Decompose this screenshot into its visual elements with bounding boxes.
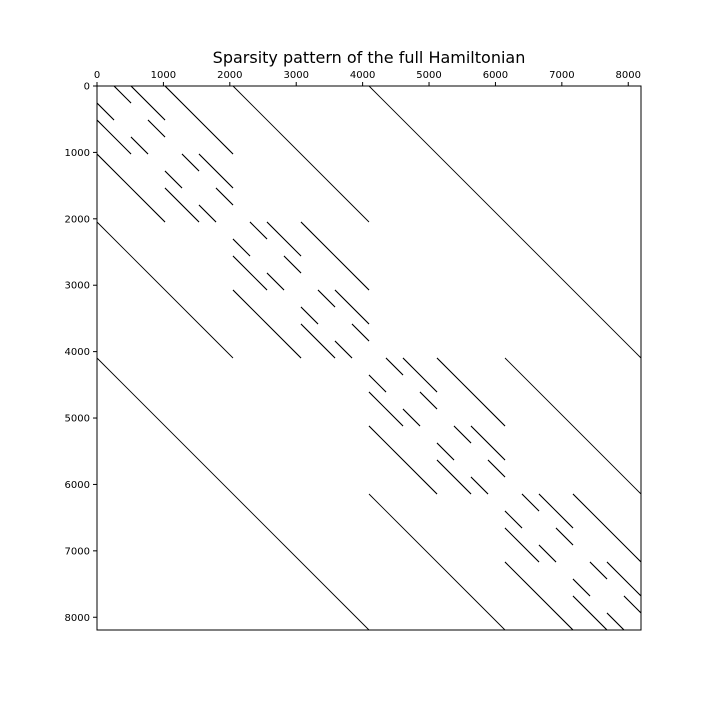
y-tick-label: 1000	[65, 148, 90, 159]
x-tick-label: 1000	[151, 70, 176, 81]
y-tick-label: 2000	[65, 214, 90, 225]
nonzero-run	[232, 255, 268, 291]
x-tick-label: 7000	[549, 70, 574, 81]
nonzero-run	[232, 238, 251, 257]
nonzero-run	[334, 340, 353, 359]
x-tick-label: 8000	[616, 70, 641, 81]
x-tick-label: 6000	[483, 70, 508, 81]
nonzero-run	[436, 357, 506, 427]
nonzero-run	[198, 153, 234, 189]
nonzero-run	[453, 425, 472, 444]
nonzero-run	[521, 493, 540, 512]
x-tick-label: 2000	[217, 70, 242, 81]
nonzero-run	[436, 442, 455, 461]
nonzero-run	[96, 357, 370, 631]
nonzero-run	[504, 561, 574, 631]
nonzero-run	[130, 85, 166, 121]
nonzero-run	[164, 170, 183, 189]
nonzero-run	[538, 544, 557, 563]
nonzero-run	[572, 595, 608, 631]
nonzero-run	[283, 255, 302, 274]
nonzero-run	[385, 357, 404, 376]
nonzero-run	[572, 578, 591, 597]
plot-frame	[96, 85, 642, 631]
nonzero-run	[606, 561, 642, 597]
nonzero-run	[113, 85, 132, 104]
nonzero-run	[266, 221, 302, 257]
nonzero-run	[504, 357, 642, 495]
y-tick-label: 6000	[65, 480, 90, 491]
x-tick-label: 3000	[283, 70, 308, 81]
nonzero-run	[215, 187, 234, 206]
x-axis: 0 1000 2000 3000 4000 5000 6000 7000 8000	[94, 70, 641, 86]
nonzero-run	[300, 221, 370, 291]
nonzero-run	[623, 595, 642, 614]
nonzero-run	[147, 119, 166, 138]
sparsity-pattern	[96, 85, 642, 631]
nonzero-run	[351, 323, 370, 342]
x-tick-label: 0	[94, 70, 100, 81]
nonzero-run	[164, 85, 234, 155]
y-tick-label: 8000	[65, 613, 90, 624]
y-tick-label: 4000	[65, 347, 90, 358]
nonzero-run	[487, 459, 506, 478]
nonzero-run	[249, 221, 268, 240]
y-tick-label: 3000	[65, 281, 90, 292]
nonzero-run	[419, 391, 438, 410]
nonzero-run	[368, 85, 642, 359]
nonzero-run	[368, 391, 404, 427]
nonzero-run	[130, 136, 149, 155]
nonzero-run	[368, 493, 506, 631]
nonzero-run	[504, 527, 540, 563]
y-tick-label: 7000	[65, 546, 90, 557]
nonzero-run	[96, 119, 132, 155]
nonzero-run	[470, 425, 506, 461]
nonzero-run	[96, 102, 115, 121]
nonzero-run	[300, 323, 336, 359]
nonzero-run	[402, 357, 438, 393]
nonzero-run	[232, 289, 302, 359]
nonzero-run	[232, 85, 370, 223]
nonzero-run	[317, 289, 336, 308]
nonzero-run	[96, 221, 234, 359]
nonzero-run	[300, 306, 319, 325]
x-tick-label: 5000	[416, 70, 441, 81]
nonzero-run	[538, 493, 574, 529]
nonzero-run	[606, 612, 625, 631]
nonzero-run	[589, 561, 608, 580]
y-tick-label: 0	[84, 82, 90, 93]
nonzero-run	[402, 408, 421, 427]
nonzero-run	[368, 374, 387, 393]
nonzero-run	[96, 153, 166, 223]
x-tick-label: 4000	[350, 70, 375, 81]
y-tick-label: 5000	[65, 414, 90, 425]
nonzero-run	[368, 425, 438, 495]
nonzero-run	[164, 187, 200, 223]
nonzero-run	[436, 459, 472, 495]
y-axis: 0 1000 2000 3000 4000 5000 6000 7000 8000	[65, 82, 97, 624]
nonzero-run	[181, 153, 200, 172]
nonzero-run	[470, 476, 489, 495]
nonzero-run	[572, 493, 642, 563]
nonzero-run	[266, 272, 285, 291]
nonzero-run	[334, 289, 370, 325]
chart-title: Sparsity pattern of the full Hamiltonian	[213, 48, 526, 67]
nonzero-run	[504, 510, 523, 529]
nonzero-run	[198, 204, 217, 223]
nonzero-run	[555, 527, 574, 546]
